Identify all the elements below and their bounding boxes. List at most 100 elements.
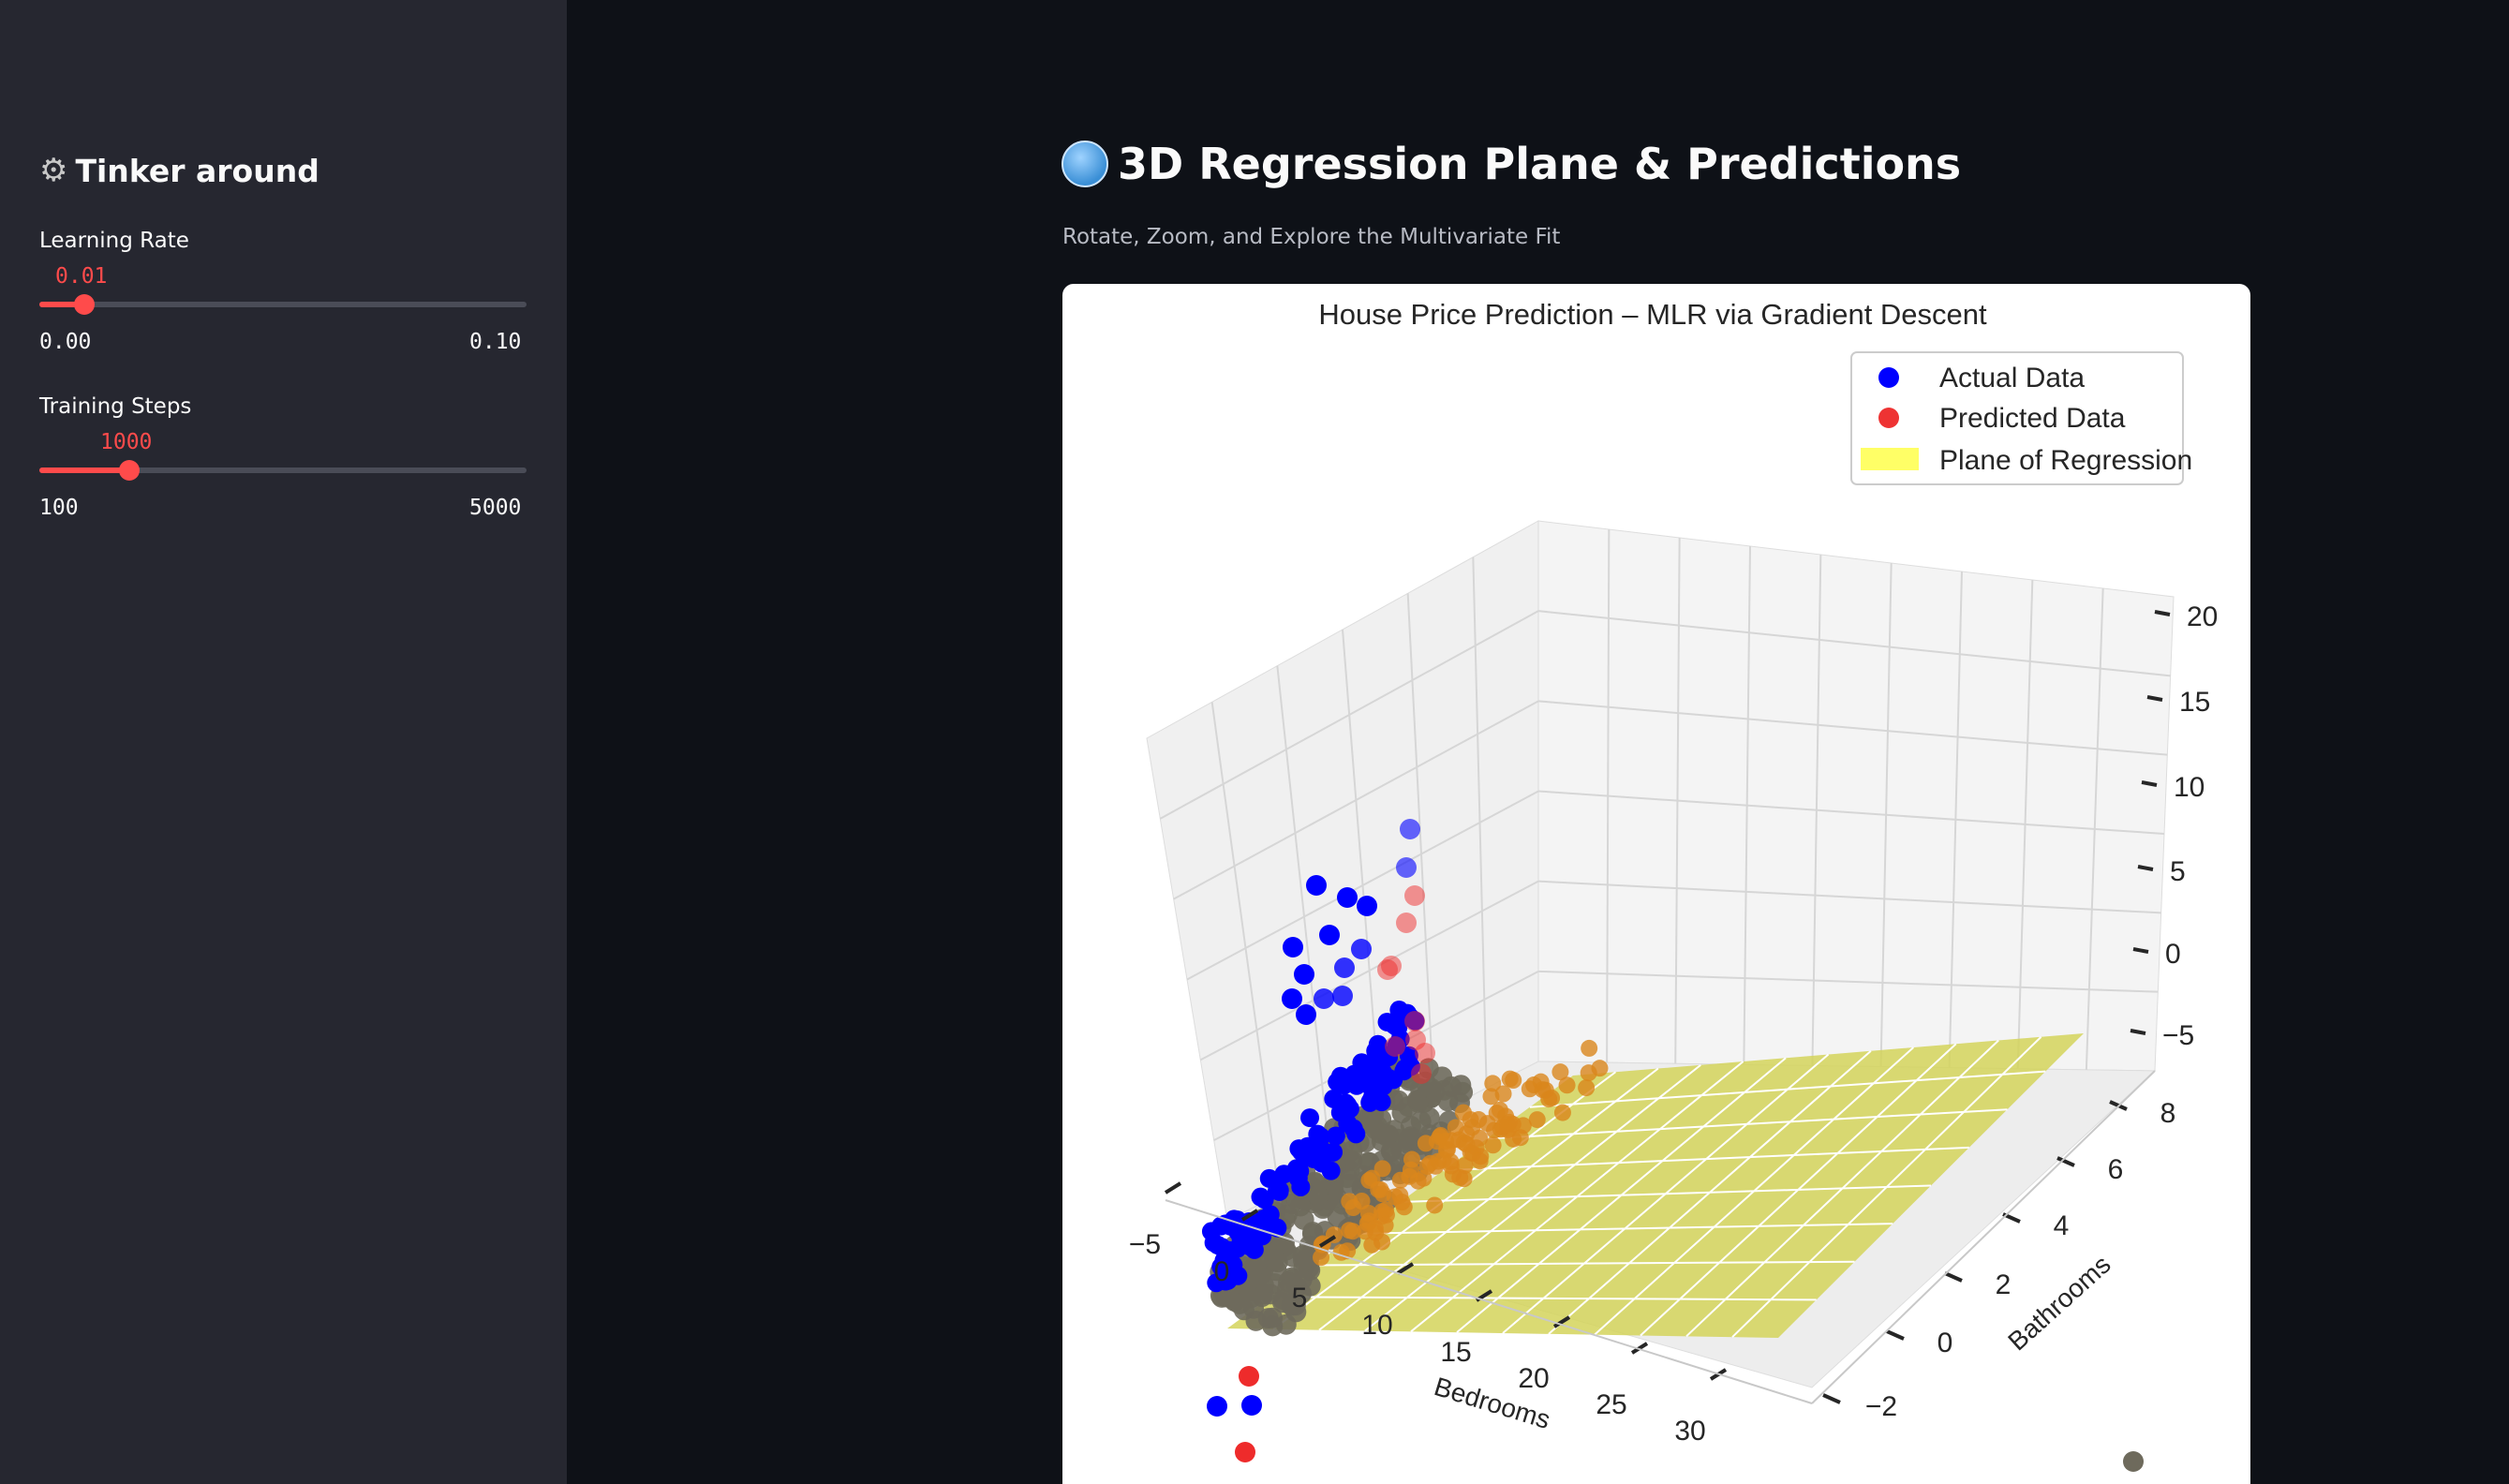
actual-point — [1338, 1113, 1358, 1133]
outlier-point — [1241, 1395, 1262, 1416]
outlier-point — [1396, 857, 1417, 878]
training-steps-slider[interactable] — [39, 460, 527, 481]
z-tick-label: 0 — [2165, 939, 2181, 970]
y-tick-label: −2 — [1865, 1391, 1897, 1422]
predicted-point — [1395, 1198, 1413, 1216]
actual-point — [1248, 1224, 1268, 1244]
outlier-point — [1294, 964, 1314, 985]
actual-point — [1326, 1126, 1345, 1146]
predicted-point — [1313, 1249, 1330, 1267]
y-tick — [1886, 1329, 1905, 1341]
z-tick-label: 15 — [2179, 687, 2210, 718]
plane-grid-line — [1400, 1184, 1932, 1203]
outlier-point — [1411, 1063, 1432, 1084]
outlier-point — [1400, 819, 1420, 839]
x-tick-label: 5 — [1292, 1283, 1308, 1313]
training-steps-slider-thumb[interactable] — [119, 460, 140, 481]
overlap-point — [1245, 1310, 1267, 1331]
overlap-point — [1293, 1250, 1314, 1271]
legend: Actual Data Predicted Data Plane of Regr… — [1850, 351, 2192, 485]
outlier-point — [1357, 896, 1377, 916]
predicted-point — [1581, 1039, 1598, 1057]
outlier-point — [1314, 988, 1334, 1009]
actual-point — [1336, 1093, 1356, 1113]
y-tick-label: 0 — [1937, 1328, 1953, 1358]
globe-icon — [1062, 141, 1108, 187]
predicted-point — [1442, 1152, 1460, 1170]
learning-rate-slider-fill — [39, 302, 84, 307]
actual-point — [1221, 1263, 1240, 1283]
legend-predicted-label: Predicted Data — [1939, 403, 2126, 434]
predicted-point — [1376, 1216, 1394, 1234]
actual-point — [1328, 1072, 1347, 1091]
regression-plane — [1227, 1033, 2084, 1338]
outlier-point — [1351, 939, 1372, 959]
predicted-point — [1534, 1081, 1551, 1099]
predicted-point — [1528, 1111, 1546, 1129]
predicted-point — [1558, 1076, 1576, 1094]
x-tick-label: 25 — [1596, 1389, 1626, 1420]
predicted-point — [1471, 1152, 1489, 1170]
outlier-point — [2123, 1451, 2144, 1472]
predicted-point — [1458, 1135, 1476, 1153]
outlier-point — [1404, 1011, 1425, 1031]
x-axis-line — [1165, 1199, 1813, 1404]
grid-line — [1537, 610, 2171, 677]
x-tick-label: 15 — [1440, 1337, 1471, 1368]
axis-ticks: −5 0 5 10 15 20 −5 0 5 10 15 20 25 30 −2 0 2 4 6 8 — [1129, 601, 2218, 1447]
legend-actual-label: Actual Data — [1939, 363, 2085, 393]
learning-rate-slider[interactable] — [39, 294, 527, 315]
legend-predicted-marker — [1878, 408, 1899, 428]
x-tick — [1396, 1262, 1415, 1275]
actual-point — [1254, 1190, 1274, 1209]
predicted-point — [1401, 1167, 1418, 1185]
legend-box — [1850, 351, 2184, 485]
sidebar: ⚙ Tinker around Learning Rate 0.01 0.00 … — [0, 0, 567, 1484]
predicted-point — [1417, 1135, 1434, 1152]
y-tick-label: 8 — [2160, 1098, 2176, 1129]
y-axis-label: Bathrooms — [2002, 1250, 2116, 1357]
plane-surface — [1227, 1033, 2084, 1338]
x-tick — [1552, 1315, 1571, 1328]
predicted-point — [1426, 1196, 1444, 1214]
x-tick-label: 10 — [1361, 1310, 1392, 1341]
overlap-point — [1276, 1278, 1298, 1299]
learning-rate-slider-thumb[interactable] — [74, 294, 95, 315]
learning-rate-max: 0.10 — [469, 330, 522, 354]
outlier-point — [1239, 1366, 1259, 1387]
x-tick-label: 20 — [1518, 1363, 1549, 1394]
overlap-point — [1307, 1185, 1329, 1207]
plane-grid-line — [1529, 1070, 2046, 1108]
legend-actual-marker — [1878, 367, 1899, 388]
grid-line — [1159, 610, 1539, 820]
x-tick — [1630, 1342, 1649, 1355]
predicted-point — [1344, 1223, 1361, 1240]
outlier-point — [1332, 986, 1353, 1006]
predicted-point — [1454, 1104, 1472, 1121]
z-tick — [2132, 947, 2149, 954]
outlier-point — [1415, 1043, 1435, 1063]
y-tick — [1822, 1393, 1841, 1404]
outlier-point — [1319, 925, 1340, 945]
z-tick-label: 20 — [2187, 601, 2218, 632]
x-tick — [1318, 1235, 1337, 1248]
predicted-point — [1373, 1203, 1391, 1221]
page-title-text: 3D Regression Plane & Predictions — [1118, 139, 1962, 189]
actual-point — [1211, 1216, 1231, 1236]
outlier-point — [1385, 1036, 1405, 1057]
actual-point — [1291, 1142, 1311, 1162]
plane-grid-line — [1486, 1108, 2008, 1140]
outlier-point — [1235, 1442, 1255, 1462]
overlap-point — [1266, 1260, 1287, 1282]
plot-card[interactable]: −5 0 5 10 15 20 −5 0 5 10 15 20 25 30 −2 0 2 4 6 8 House Pr… — [1062, 284, 2250, 1484]
predicted-point — [1373, 1233, 1391, 1251]
x-tick — [1164, 1181, 1182, 1195]
training-steps-max: 5000 — [469, 496, 522, 520]
sidebar-title-text: Tinker around — [75, 152, 319, 189]
x-tick-label: 0 — [1214, 1256, 1230, 1287]
outlier-point — [1334, 957, 1355, 978]
regression-3d-plot[interactable]: −5 0 5 10 15 20 −5 0 5 10 15 20 25 30 −2 0 2 4 6 8 House Pr… — [1062, 284, 2250, 1484]
overlap-point — [1380, 1140, 1402, 1162]
outlier-point — [1396, 913, 1417, 933]
actual-point — [1358, 1072, 1378, 1091]
